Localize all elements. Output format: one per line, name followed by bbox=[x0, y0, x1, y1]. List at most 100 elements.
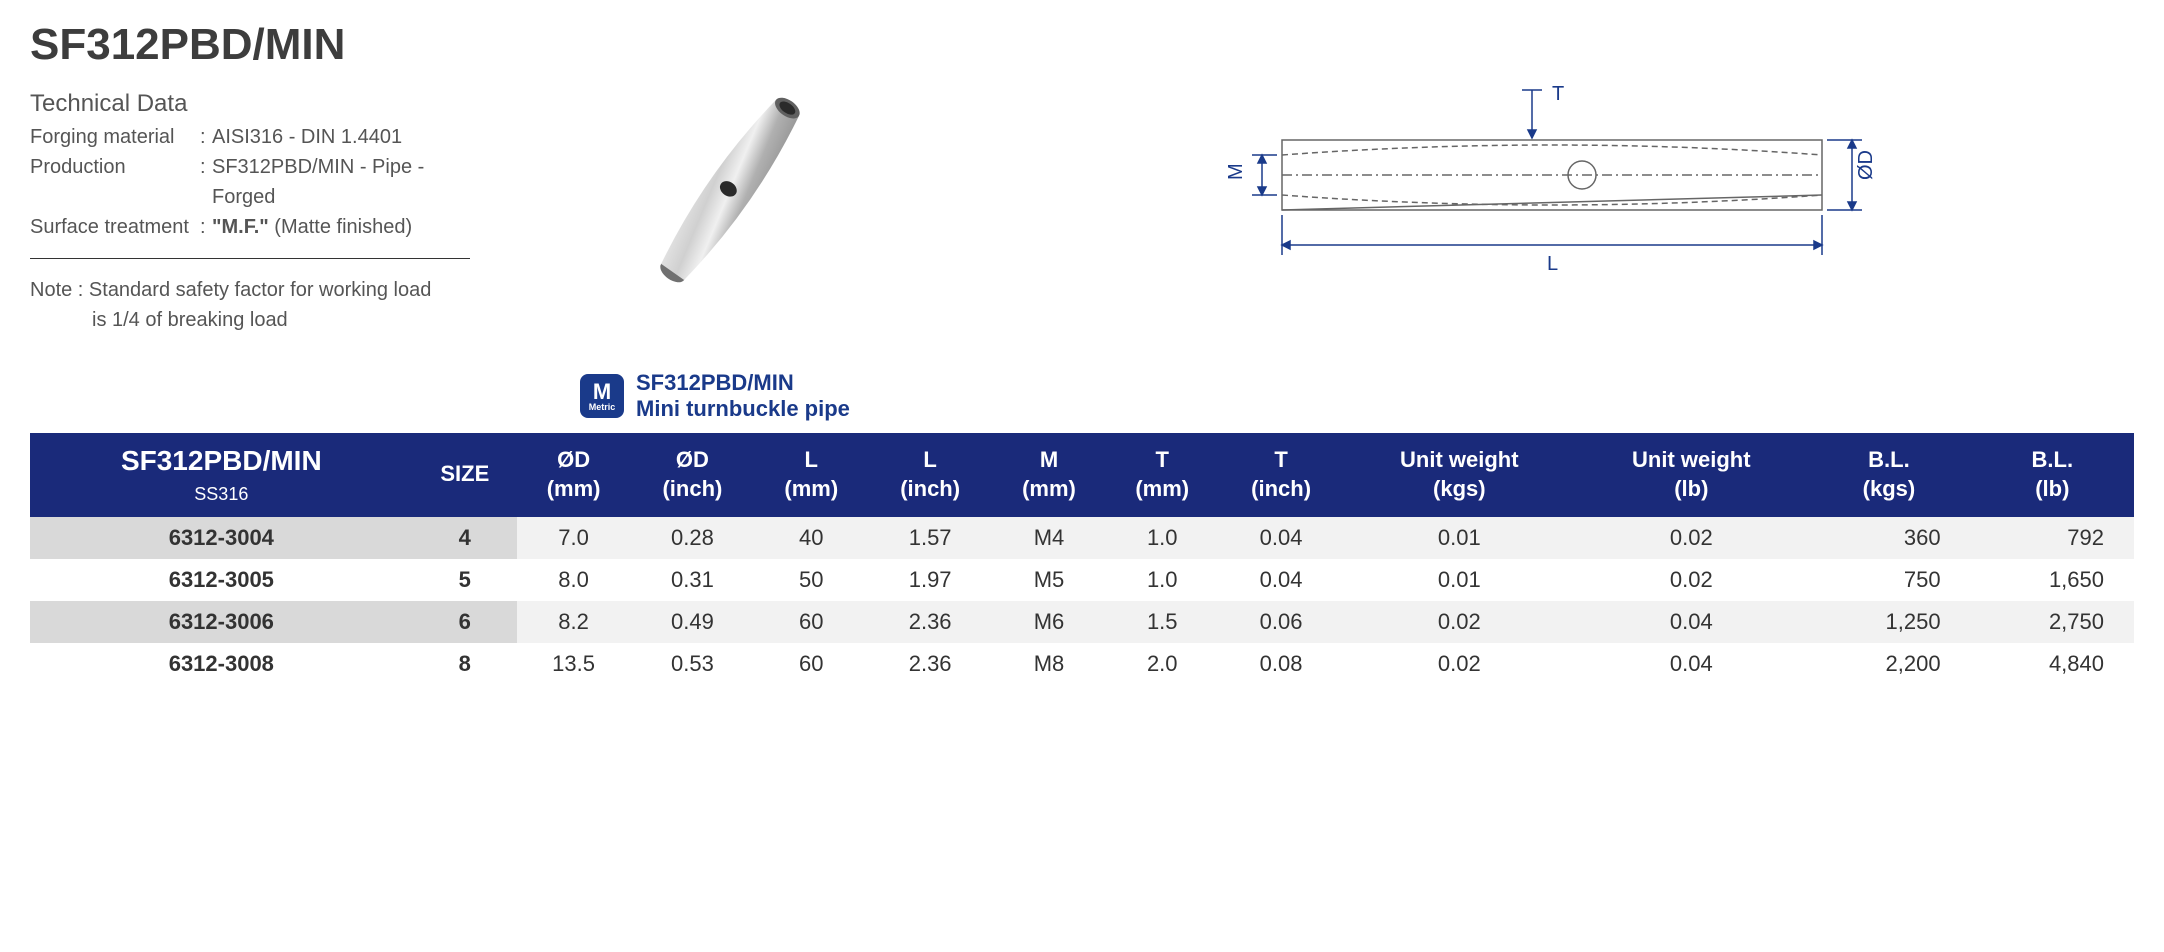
table-cell: 0.04 bbox=[1575, 601, 1807, 643]
table-header-cell: B.L.(lb) bbox=[1971, 433, 2134, 517]
table-cell: 6 bbox=[413, 601, 517, 643]
table-cell: 1.0 bbox=[1106, 559, 1219, 601]
product-code: SF312PBD/MIN bbox=[30, 20, 470, 70]
spec-table: SF312PBD/MINSS316SIZEØD(mm)ØD(inch)L(mm)… bbox=[30, 433, 2134, 685]
table-row: 6312-300668.20.49602.36M61.50.060.020.04… bbox=[30, 601, 2134, 643]
table-cell: 0.01 bbox=[1343, 559, 1575, 601]
diagram-label-l: L bbox=[1547, 253, 1558, 275]
table-cell: 750 bbox=[1807, 559, 1970, 601]
table-header-cell: SF312PBD/MINSS316 bbox=[30, 433, 413, 517]
table-cell: 40 bbox=[755, 517, 868, 559]
spec-value: AISI316 - DIN 1.4401 bbox=[212, 122, 470, 152]
spec-label: Surface treatment bbox=[30, 212, 200, 242]
metric-badge-icon: M Metric bbox=[580, 374, 624, 418]
table-header: SF312PBD/MINSS316SIZEØD(mm)ØD(inch)L(mm)… bbox=[30, 433, 2134, 517]
metric-text: Metric bbox=[589, 403, 616, 412]
spec-colon: : bbox=[200, 212, 212, 242]
table-cell: 6312-3006 bbox=[30, 601, 413, 643]
metric-m: M bbox=[593, 381, 611, 403]
table-cell: 60 bbox=[755, 643, 868, 685]
spec-label: Production bbox=[30, 152, 200, 212]
product-photo bbox=[510, 20, 950, 340]
table-cell: 6312-3008 bbox=[30, 643, 413, 685]
spec-label: Forging material bbox=[30, 122, 200, 152]
table-cell: 2.36 bbox=[868, 643, 992, 685]
table-cell: 5 bbox=[413, 559, 517, 601]
turnbuckle-photo-svg bbox=[590, 40, 870, 340]
table-body: 6312-300447.00.28401.57M41.00.040.010.02… bbox=[30, 517, 2134, 685]
table-row: 6312-300558.00.31501.97M51.00.040.010.02… bbox=[30, 559, 2134, 601]
diagram-label-m: M bbox=[1225, 163, 1247, 180]
table-cell: 60 bbox=[755, 601, 868, 643]
table-header-cell: ØD(mm) bbox=[517, 433, 630, 517]
table-cell: 2.36 bbox=[868, 601, 992, 643]
table-row: 6312-300447.00.28401.57M41.00.040.010.02… bbox=[30, 517, 2134, 559]
spec-row: Production : SF312PBD/MIN - Pipe - Forge… bbox=[30, 152, 470, 212]
table-header-cell: L(inch) bbox=[868, 433, 992, 517]
note-block: Note : Standard safety factor for workin… bbox=[30, 275, 470, 335]
table-cell: 0.02 bbox=[1343, 643, 1575, 685]
table-cell: 0.04 bbox=[1575, 643, 1807, 685]
table-header-cell: L(mm) bbox=[755, 433, 868, 517]
table-cell: 0.08 bbox=[1219, 643, 1343, 685]
table-cell: 4 bbox=[413, 517, 517, 559]
table-cell: 0.04 bbox=[1219, 559, 1343, 601]
diagram-label-t: T bbox=[1552, 83, 1564, 105]
table-header-cell: Unit weight(lb) bbox=[1575, 433, 1807, 517]
table-cell: 792 bbox=[1971, 517, 2134, 559]
spec-row: Surface treatment : "M.F." (Matte finish… bbox=[30, 212, 470, 242]
table-cell: 1.97 bbox=[868, 559, 992, 601]
table-header-cell: SIZE bbox=[413, 433, 517, 517]
table-cell: 0.01 bbox=[1343, 517, 1575, 559]
table-cell: 8.2 bbox=[517, 601, 630, 643]
table-header-cell: M(mm) bbox=[992, 433, 1105, 517]
table-cell: M5 bbox=[992, 559, 1105, 601]
diagram-label-d: ØD bbox=[1855, 150, 1877, 180]
table-header-cell: ØD(inch) bbox=[630, 433, 754, 517]
table-cell: 6312-3004 bbox=[30, 517, 413, 559]
technical-diagram: T M bbox=[990, 20, 2134, 300]
table-cell: 0.31 bbox=[630, 559, 754, 601]
technical-data-block: SF312PBD/MIN Technical Data Forging mate… bbox=[30, 20, 470, 335]
table-header-cell: T(mm) bbox=[1106, 433, 1219, 517]
table-cell: 13.5 bbox=[517, 643, 630, 685]
table-cell: 1,650 bbox=[1971, 559, 2134, 601]
table-header-cell: Unit weight(kgs) bbox=[1343, 433, 1575, 517]
table-cell: 0.02 bbox=[1343, 601, 1575, 643]
table-header-cell: B.L.(kgs) bbox=[1807, 433, 1970, 517]
table-cell: M8 bbox=[992, 643, 1105, 685]
table-cell: 0.02 bbox=[1575, 517, 1807, 559]
table-cell: 8.0 bbox=[517, 559, 630, 601]
metric-badge-section: M Metric SF312PBD/MIN Mini turnbuckle pi… bbox=[580, 370, 2134, 423]
badge-name: Mini turnbuckle pipe bbox=[636, 396, 850, 422]
table-cell: 1.0 bbox=[1106, 517, 1219, 559]
table-cell: 1.57 bbox=[868, 517, 992, 559]
table-cell: 0.06 bbox=[1219, 601, 1343, 643]
diagram-svg: T M bbox=[1222, 80, 1902, 300]
badge-code: SF312PBD/MIN bbox=[636, 370, 850, 396]
note-line: Note : Standard safety factor for workin… bbox=[30, 275, 470, 305]
table-cell: 0.04 bbox=[1219, 517, 1343, 559]
table-cell: 1,250 bbox=[1807, 601, 1970, 643]
spec-row: Forging material : AISI316 - DIN 1.4401 bbox=[30, 122, 470, 152]
table-cell: 4,840 bbox=[1971, 643, 2134, 685]
spec-value: SF312PBD/MIN - Pipe - Forged bbox=[212, 152, 470, 212]
table-header-cell: T(inch) bbox=[1219, 433, 1343, 517]
table-cell: 0.49 bbox=[630, 601, 754, 643]
spec-colon: : bbox=[200, 152, 212, 212]
divider bbox=[30, 258, 470, 259]
table-cell: 0.28 bbox=[630, 517, 754, 559]
table-cell: 0.53 bbox=[630, 643, 754, 685]
badge-labels: SF312PBD/MIN Mini turnbuckle pipe bbox=[636, 370, 850, 423]
spec-colon: : bbox=[200, 122, 212, 152]
table-cell: 50 bbox=[755, 559, 868, 601]
technical-data-heading: Technical Data bbox=[30, 90, 470, 118]
table-cell: 2.0 bbox=[1106, 643, 1219, 685]
table-cell: 2,200 bbox=[1807, 643, 1970, 685]
top-section: SF312PBD/MIN Technical Data Forging mate… bbox=[30, 20, 2134, 340]
table-cell: 360 bbox=[1807, 517, 1970, 559]
note-line: is 1/4 of breaking load bbox=[30, 305, 470, 335]
table-cell: 6312-3005 bbox=[30, 559, 413, 601]
table-row: 6312-3008813.50.53602.36M82.00.080.020.0… bbox=[30, 643, 2134, 685]
table-cell: 0.02 bbox=[1575, 559, 1807, 601]
